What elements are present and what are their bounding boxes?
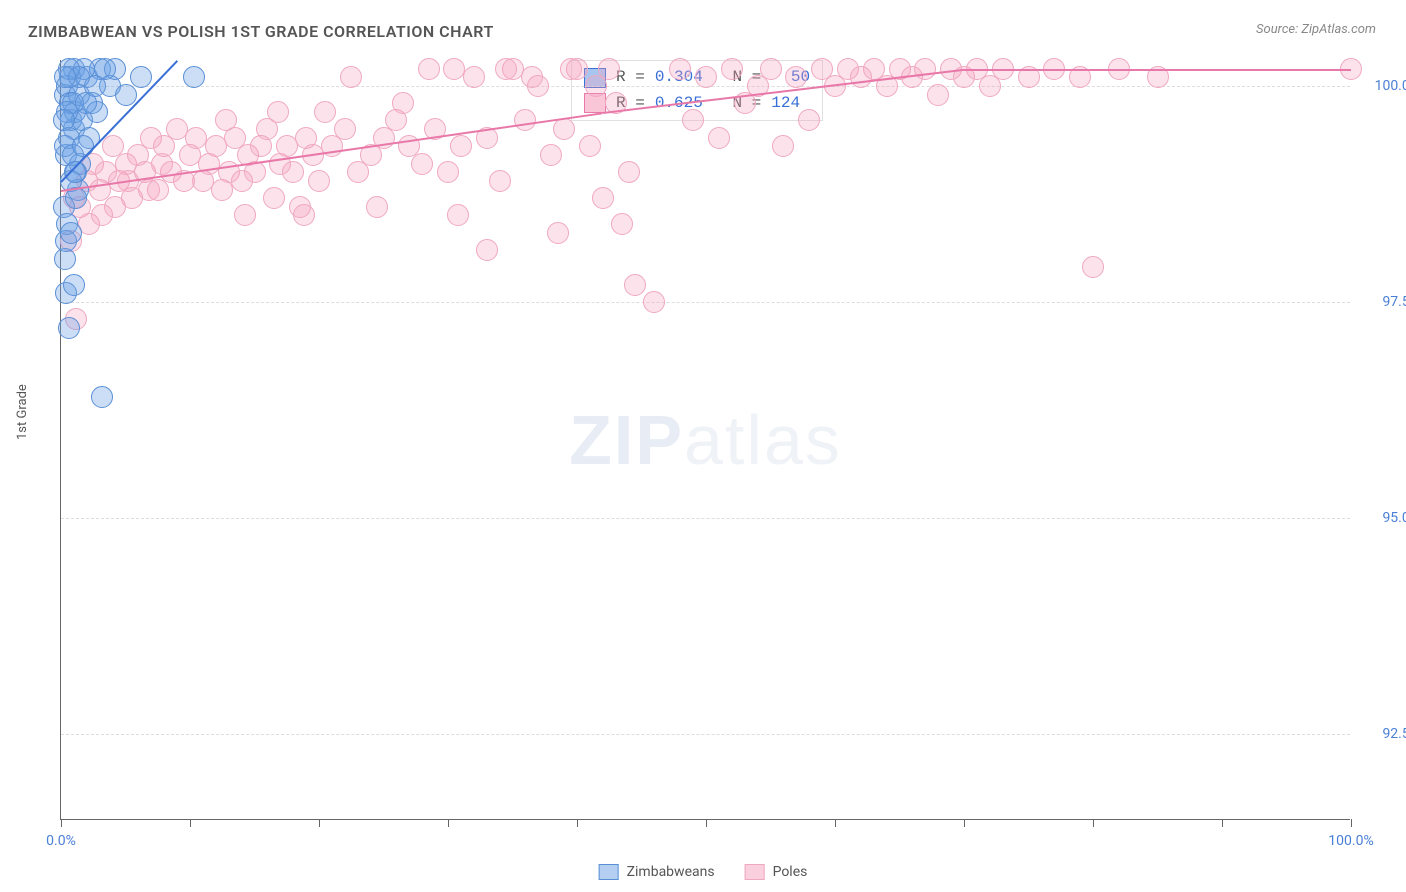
x-tick (319, 819, 320, 827)
data-point (624, 274, 646, 296)
swatch-pink-icon (745, 864, 765, 880)
x-tick (1093, 819, 1094, 827)
x-tick (835, 819, 836, 827)
gridline (61, 302, 1350, 303)
data-point (115, 84, 137, 106)
data-point (138, 179, 160, 201)
data-point (579, 135, 601, 157)
data-point (94, 58, 116, 80)
data-point (927, 84, 949, 106)
data-point (682, 109, 704, 131)
data-point (215, 109, 237, 131)
data-point (53, 109, 75, 131)
data-point (547, 222, 569, 244)
data-point (514, 109, 536, 131)
data-point (669, 58, 691, 80)
data-point (151, 153, 173, 175)
x-tick-label: 0.0% (46, 833, 76, 849)
data-point (540, 144, 562, 166)
data-point (54, 66, 76, 88)
data-point (560, 58, 582, 80)
data-point (476, 239, 498, 261)
data-point (314, 101, 336, 123)
legend-item-zimbabweans: Zimbabweans (599, 864, 715, 880)
data-point (234, 204, 256, 226)
x-tick (577, 819, 578, 827)
data-point (618, 161, 640, 183)
data-point (760, 58, 782, 80)
x-tick (964, 819, 965, 827)
data-point (293, 204, 315, 226)
data-point (130, 66, 152, 88)
data-point (60, 222, 82, 244)
data-point (447, 204, 469, 226)
data-point (104, 196, 126, 218)
legend-label: Poles (773, 864, 808, 880)
data-point (72, 135, 94, 157)
data-point (308, 170, 330, 192)
x-axis-legend: Zimbabweans Poles (599, 864, 808, 880)
x-tick (61, 819, 62, 827)
gridline (61, 734, 1350, 735)
data-point (267, 101, 289, 123)
data-point (334, 118, 356, 140)
data-point (489, 170, 511, 192)
y-tick-label: 92.5% (1360, 726, 1406, 742)
x-tick (1222, 819, 1223, 827)
trend-line (964, 69, 1351, 71)
x-tick (1351, 819, 1352, 827)
x-tick (448, 819, 449, 827)
data-point (598, 58, 620, 80)
data-point (695, 66, 717, 88)
y-tick-label: 97.5% (1360, 294, 1406, 310)
data-point (798, 109, 820, 131)
chart-title: ZIMBABWEAN VS POLISH 1ST GRADE CORRELATI… (28, 22, 494, 41)
data-point (58, 317, 80, 339)
source-attribution: Source: ZipAtlas.com (1256, 22, 1376, 37)
data-point (553, 118, 575, 140)
data-point (708, 127, 730, 149)
legend-item-poles: Poles (745, 864, 808, 880)
data-point (75, 92, 97, 114)
data-point (366, 196, 388, 218)
y-tick-label: 100.0% (1360, 78, 1406, 94)
watermark: ZIPatlas (569, 400, 842, 480)
data-point (495, 58, 517, 80)
legend-label: Zimbabweans (627, 864, 715, 880)
x-tick (706, 819, 707, 827)
data-point (418, 58, 440, 80)
y-axis-label: 1st Grade (15, 384, 30, 440)
data-point (282, 161, 304, 183)
x-tick-label: 100.0% (1328, 833, 1373, 849)
data-point (437, 161, 459, 183)
data-point (1082, 256, 1104, 278)
plot-area: ZIPatlas R = 0.304 N = 50 R = 0.625 N = … (60, 60, 1350, 820)
data-point (721, 58, 743, 80)
x-tick (190, 819, 191, 827)
y-tick-label: 95.0% (1360, 510, 1406, 526)
data-point (63, 274, 85, 296)
data-point (785, 66, 807, 88)
data-point (411, 153, 433, 175)
data-point (340, 66, 362, 88)
data-point (392, 92, 414, 114)
swatch-blue-icon (599, 864, 619, 880)
gridline (61, 518, 1350, 519)
data-point (91, 386, 113, 408)
data-point (643, 291, 665, 313)
data-point (592, 187, 614, 209)
data-point (463, 66, 485, 88)
data-point (521, 66, 543, 88)
data-point (450, 135, 472, 157)
data-point (772, 135, 794, 157)
data-point (183, 66, 205, 88)
data-point (263, 187, 285, 209)
data-point (611, 213, 633, 235)
